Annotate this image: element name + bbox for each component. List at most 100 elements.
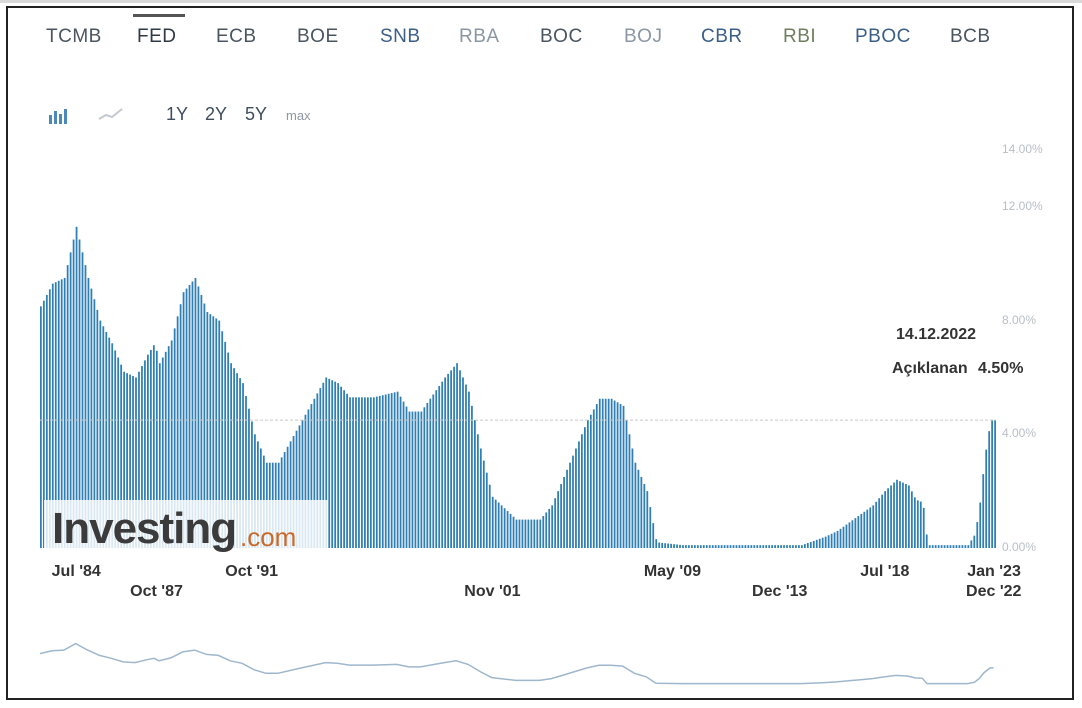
bar[interactable] <box>54 282 57 548</box>
bar[interactable] <box>765 545 768 548</box>
bar[interactable] <box>465 384 467 548</box>
bar[interactable] <box>539 519 542 548</box>
bar[interactable] <box>563 476 565 548</box>
bar[interactable] <box>908 485 910 548</box>
bar[interactable] <box>578 441 580 548</box>
bar[interactable] <box>994 420 996 548</box>
navigator-strip[interactable] <box>39 642 994 685</box>
bar[interactable] <box>42 300 45 548</box>
tab-fed[interactable]: FED <box>133 14 184 52</box>
bar[interactable] <box>910 491 913 548</box>
bar[interactable] <box>462 377 464 548</box>
bar[interactable] <box>613 400 616 548</box>
bar[interactable] <box>616 402 619 548</box>
bar[interactable] <box>396 391 399 548</box>
bar[interactable] <box>471 405 473 548</box>
bar[interactable] <box>792 545 794 548</box>
bar[interactable] <box>414 411 417 548</box>
bar[interactable] <box>485 472 488 548</box>
bar[interactable] <box>726 545 729 548</box>
bar[interactable] <box>141 366 143 548</box>
bar[interactable] <box>679 544 681 548</box>
bar[interactable] <box>524 519 527 548</box>
bar[interactable] <box>123 371 125 548</box>
bar[interactable] <box>432 394 435 548</box>
bar[interactable] <box>925 534 928 549</box>
bar[interactable] <box>798 545 800 548</box>
bar[interactable] <box>967 545 970 548</box>
bar[interactable] <box>661 542 664 548</box>
bar[interactable] <box>896 479 898 548</box>
bar[interactable] <box>328 378 331 548</box>
bar[interactable] <box>476 434 479 548</box>
bar[interactable] <box>664 543 667 548</box>
bar[interactable] <box>366 397 369 548</box>
bar[interactable] <box>325 377 328 548</box>
bar[interactable] <box>170 340 173 548</box>
bar[interactable] <box>521 519 524 548</box>
bar[interactable] <box>295 430 298 548</box>
bar[interactable] <box>607 398 610 548</box>
bar[interactable] <box>527 519 530 548</box>
bar[interactable] <box>301 420 304 548</box>
bar[interactable] <box>720 545 723 548</box>
bar[interactable] <box>812 540 815 548</box>
tab-rba[interactable]: RBA <box>459 26 500 47</box>
range-max-button[interactable]: max <box>286 108 311 123</box>
bar[interactable] <box>652 523 655 548</box>
bar[interactable] <box>188 285 191 548</box>
bar[interactable] <box>331 380 334 548</box>
bar[interactable] <box>233 368 235 548</box>
bar[interactable] <box>845 524 848 548</box>
bar[interactable] <box>946 545 949 548</box>
bar[interactable] <box>468 391 470 548</box>
bar[interactable] <box>438 385 441 548</box>
bar[interactable] <box>304 414 307 548</box>
bar[interactable] <box>839 528 842 548</box>
bar[interactable] <box>444 377 447 548</box>
bar[interactable] <box>147 354 149 548</box>
bar[interactable] <box>96 309 99 548</box>
bar[interactable] <box>298 425 301 548</box>
bar[interactable] <box>979 502 982 548</box>
bar[interactable] <box>738 545 741 548</box>
bar[interactable] <box>200 294 203 548</box>
bar[interactable] <box>717 545 720 548</box>
bar[interactable] <box>411 411 414 548</box>
bar[interactable] <box>667 543 669 548</box>
bar[interactable] <box>155 350 158 548</box>
bar[interactable] <box>257 441 259 548</box>
bar[interactable] <box>319 388 322 548</box>
bar[interactable] <box>251 421 253 548</box>
bar[interactable] <box>789 545 791 548</box>
bar[interactable] <box>988 431 991 548</box>
bar[interactable] <box>194 277 197 548</box>
bar[interactable] <box>509 513 512 548</box>
bar[interactable] <box>762 545 765 548</box>
bar[interactable] <box>560 484 562 548</box>
bar[interactable] <box>120 364 123 548</box>
bar[interactable] <box>84 265 87 548</box>
bar[interactable] <box>117 357 120 548</box>
bar[interactable] <box>658 542 661 548</box>
bar[interactable] <box>572 455 574 548</box>
bar[interactable] <box>881 494 884 548</box>
bar[interactable] <box>634 462 637 548</box>
bar[interactable] <box>640 476 643 548</box>
bar[interactable] <box>218 320 221 548</box>
bar[interactable] <box>655 539 658 548</box>
bar[interactable] <box>254 434 256 548</box>
bar[interactable] <box>63 277 66 548</box>
bar[interactable] <box>40 306 42 548</box>
bar[interactable] <box>598 398 601 548</box>
bar[interactable] <box>964 545 967 548</box>
tab-pboc[interactable]: PBOC <box>855 26 911 47</box>
bar[interactable] <box>337 383 340 548</box>
bar[interactable] <box>242 383 244 548</box>
bar[interactable] <box>387 393 390 548</box>
bar[interactable] <box>381 395 384 548</box>
bar[interactable] <box>857 516 860 548</box>
bar[interactable] <box>450 370 452 548</box>
bar[interactable] <box>806 543 809 548</box>
bar[interactable] <box>286 446 289 548</box>
